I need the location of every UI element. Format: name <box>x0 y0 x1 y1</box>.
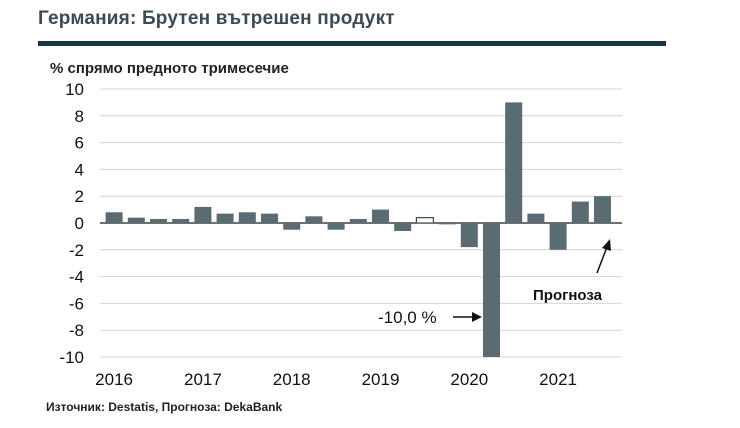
x-tick-label: 2017 <box>184 370 222 389</box>
bar-2016-q2 <box>127 217 145 223</box>
y-tick-label: 6 <box>75 134 84 153</box>
title-rule <box>38 41 666 46</box>
bar-2018-q1 <box>283 223 301 230</box>
y-tick-label: -4 <box>69 268 84 287</box>
bar-2020-q4 <box>527 213 545 223</box>
bar-2016-q4 <box>172 218 190 223</box>
y-tick-label: 8 <box>75 107 84 126</box>
x-tick-label: 2019 <box>362 370 400 389</box>
y-tick-label: 2 <box>75 187 84 206</box>
bar-2020-q3 <box>505 102 523 223</box>
bar-2021-q2 <box>571 201 589 223</box>
y-tick-label: 10 <box>65 80 84 99</box>
chart-title: Германия: Брутен вътрешен продукт <box>38 8 395 29</box>
bar-2018-q3 <box>327 223 345 230</box>
y-tick-labels: 10 8 6 4 2 0 -2 -4 -6 -8 -10 <box>59 80 84 367</box>
arrow-head <box>472 312 482 322</box>
bar-2021-q3 <box>594 196 611 223</box>
annotations: -10,0 % Прогноза <box>378 239 611 327</box>
bar-2019-q2 <box>394 223 412 232</box>
annotation-min-value: -10,0 % <box>378 308 437 327</box>
y-tick-label: -2 <box>69 241 84 260</box>
bar-2021-q1 <box>549 223 567 250</box>
grid-lines <box>100 88 622 358</box>
bar-2019-q3 <box>415 217 434 224</box>
y-tick-label: -10 <box>59 348 84 367</box>
bars <box>105 102 611 357</box>
bar-2018-q4 <box>349 218 367 223</box>
bar-2016-q1 <box>105 212 123 223</box>
bar-2018-q2 <box>305 216 323 223</box>
x-tick-labels: 2016 2017 2018 2019 2020 2021 <box>95 370 577 389</box>
bar-2020-q2 <box>483 223 500 357</box>
x-tick-label: 2020 <box>450 370 488 389</box>
x-tick-label: 2016 <box>95 370 133 389</box>
bar-2017-q3 <box>238 212 256 223</box>
y-tick-label: -8 <box>69 321 84 340</box>
annotation-forecast: Прогноза <box>533 287 603 304</box>
bar-2019-q4 <box>438 223 456 225</box>
bar-2017-q4 <box>261 213 278 223</box>
bar-2019-q1 <box>372 209 389 223</box>
bar-2017-q2 <box>216 213 234 223</box>
bar-2017-q1 <box>194 206 212 223</box>
source-note: Източник: Destatis, Прогноза: DekaBank <box>46 400 283 414</box>
y-tick-label: -6 <box>69 294 84 313</box>
arrow-line <box>596 246 608 274</box>
x-tick-label: 2021 <box>539 370 577 389</box>
bar-2020-q1 <box>460 223 478 248</box>
y-axis-label: % спрямо предното тримесечие <box>50 60 289 77</box>
y-tick-label: 0 <box>75 214 84 233</box>
x-tick-label: 2018 <box>273 370 311 389</box>
y-tick-label: 4 <box>75 160 84 179</box>
arrow-head <box>602 239 611 251</box>
bar-2016-q3 <box>150 218 167 223</box>
